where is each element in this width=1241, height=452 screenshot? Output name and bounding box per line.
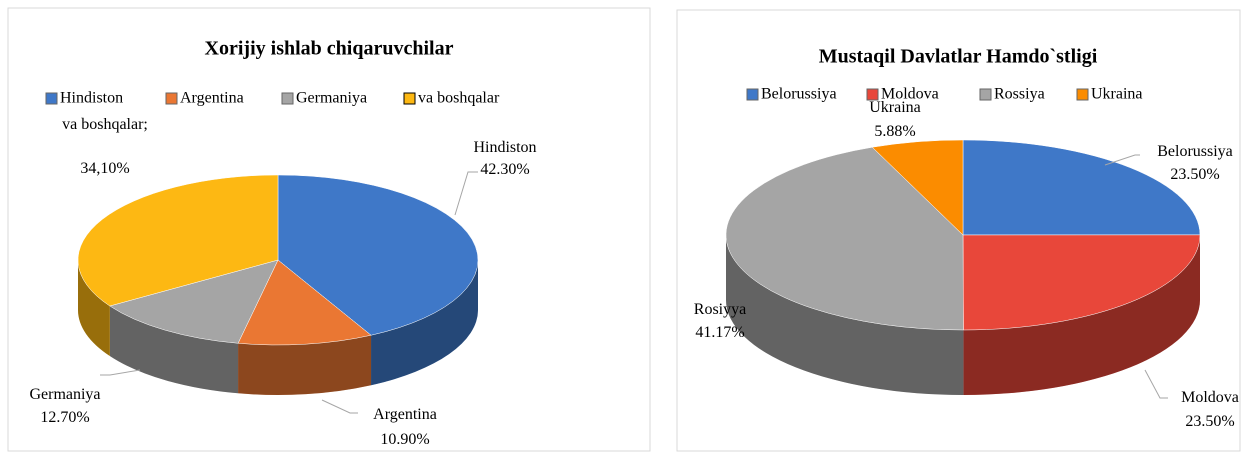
pie-slice: [871, 139, 964, 236]
legend-swatch: [979, 88, 992, 101]
pie-side-shade: [371, 260, 478, 386]
legend-label: Belorussiya: [761, 86, 837, 103]
pie-slice: [962, 139, 1201, 236]
leader-line: [1104, 154, 1140, 166]
pie-side-shade: [963, 235, 1200, 395]
legend-label: Ukraina: [1091, 86, 1143, 103]
data-label-name: Ukraina: [869, 99, 921, 116]
leader-line: [321, 399, 358, 414]
data-label-name: Belorussiya: [1157, 143, 1233, 160]
data-label-value: 12.70%: [40, 409, 90, 426]
pie-side-shade: [726, 235, 964, 395]
data-label-value: 23.50%: [1170, 166, 1220, 183]
pie-side: [726, 235, 964, 395]
legend-label: Argentina: [180, 90, 244, 107]
legend-label: Moldova: [881, 86, 939, 103]
data-label-name: Germaniya: [29, 386, 101, 403]
pie-slice: [725, 146, 964, 331]
pie-slice: [109, 259, 279, 344]
data-label-value: 10.90%: [380, 431, 430, 448]
data-label-value: 5.88%: [874, 123, 916, 140]
data-label-name: Rosiyya: [693, 301, 747, 318]
pie-side-shade: [109, 305, 239, 394]
data-label-value: 23.50%: [1185, 413, 1235, 430]
chart-frame: [7, 7, 651, 452]
pie-side: [109, 305, 239, 394]
legend-swatch: [281, 92, 294, 105]
data-label-name: va boshqalar;: [62, 116, 148, 133]
leader-line: [1144, 369, 1168, 399]
chart-title: Xorijiy ishlab chiqaruvchilar: [205, 38, 454, 60]
pie-side-shade: [238, 335, 372, 396]
legend-swatch: [45, 92, 58, 105]
pie-slice: [277, 174, 479, 336]
pie-side: [238, 335, 372, 396]
pie-side: [371, 260, 478, 386]
data-label-value: 34,10%: [80, 160, 130, 177]
pie-slice: [77, 174, 279, 307]
pie-side: [963, 235, 1200, 395]
legend-label: Hindiston: [60, 90, 123, 107]
data-label-name: Hindiston: [473, 139, 537, 156]
legend-swatch: [866, 88, 879, 101]
data-label-value: 42.30%: [480, 161, 530, 178]
leader-line: [100, 369, 141, 376]
leader-line: [454, 171, 478, 216]
pie-slice: [962, 234, 1201, 331]
legend-swatch: [403, 92, 416, 105]
chart-frame: [676, 9, 1241, 452]
legend-label: Rossiya: [994, 86, 1045, 103]
legend-swatch: [165, 92, 178, 105]
legend-swatch: [1076, 88, 1089, 101]
legend-swatch: [746, 88, 759, 101]
pie-slice: [237, 259, 372, 346]
legend-label: va boshqalar: [418, 90, 500, 107]
data-label-name: Moldova: [1181, 389, 1239, 406]
data-label-value: 41.17%: [695, 324, 745, 341]
chart-title: Mustaqil Davlatlar Hamdo`stligi: [819, 46, 1098, 68]
data-label-name: Argentina: [373, 406, 437, 423]
legend-label: Germaniya: [296, 90, 367, 107]
